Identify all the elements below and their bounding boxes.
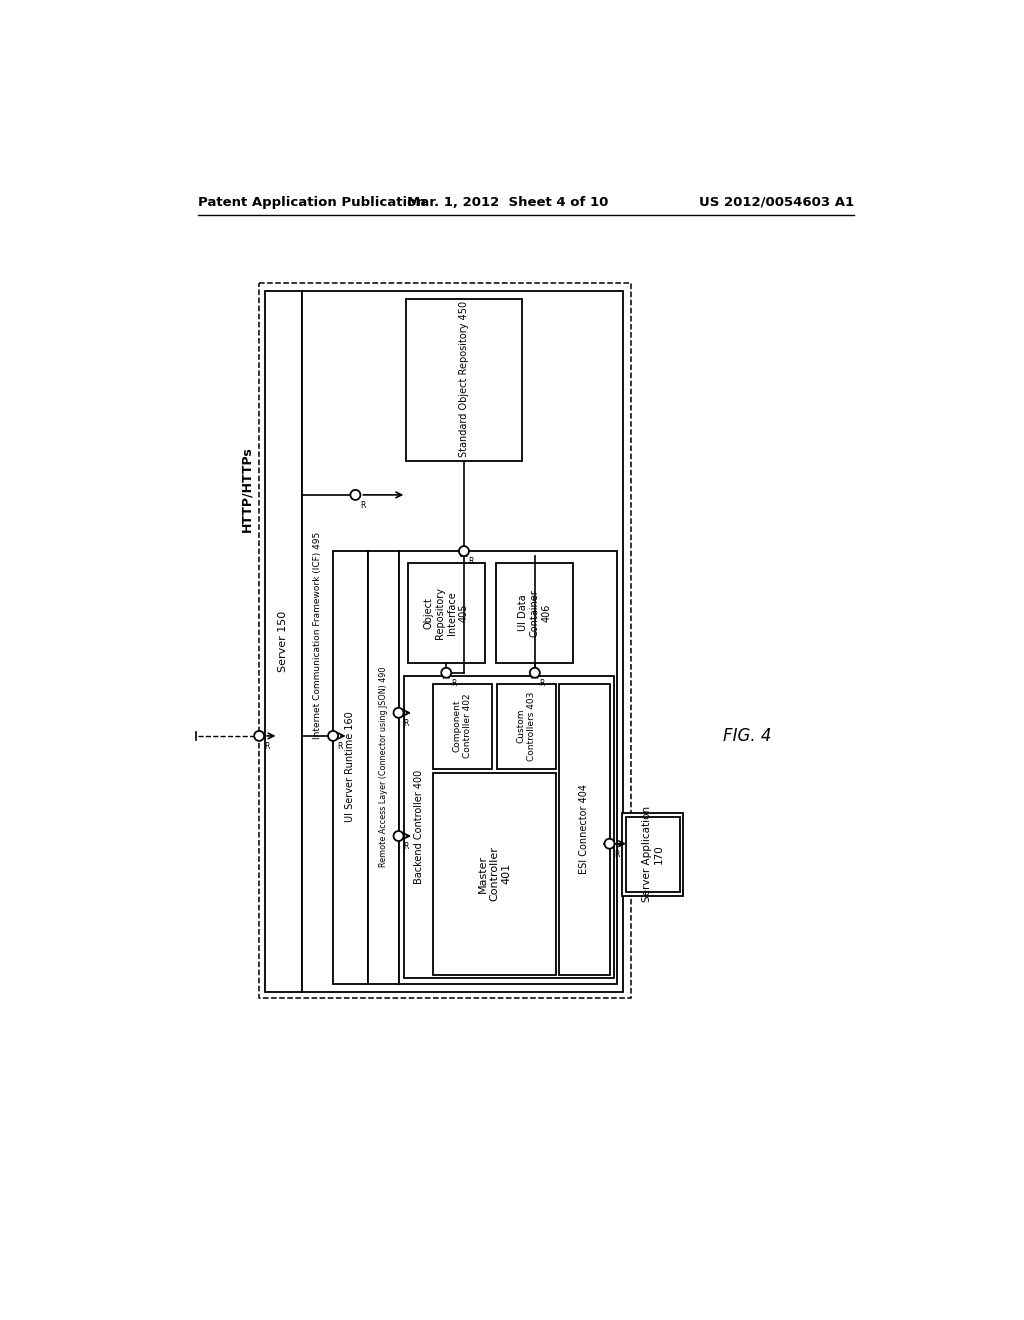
Text: Custom
Controllers 403: Custom Controllers 403 [517,692,536,760]
Bar [368,552,398,983]
Circle shape [328,731,338,741]
Circle shape [529,668,540,677]
Bar [407,298,521,461]
Bar [398,552,617,983]
Text: Patent Application Publication: Patent Application Publication [199,195,426,209]
Bar [433,684,493,770]
Bar [333,552,368,983]
Text: R: R [360,502,366,510]
Bar [265,290,301,991]
Text: R: R [264,742,269,751]
Text: US 2012/0054603 A1: US 2012/0054603 A1 [699,195,854,209]
Bar [301,290,624,991]
Text: R: R [451,678,457,688]
Text: Mar. 1, 2012  Sheet 4 of 10: Mar. 1, 2012 Sheet 4 of 10 [408,195,608,209]
Circle shape [393,708,403,718]
Circle shape [441,668,452,677]
Text: Remote Access Layer (Connector using JSON) 490: Remote Access Layer (Connector using JSO… [379,667,388,867]
Text: R: R [540,678,545,688]
Text: Backend Controller 400: Backend Controller 400 [415,770,424,884]
Text: HTTP/HTTPs: HTTP/HTTPs [241,446,254,532]
Text: Master
Controller
401: Master Controller 401 [478,846,511,902]
Bar [403,676,614,978]
Text: Object
Repository
Interface
405: Object Repository Interface 405 [424,586,469,639]
Text: R: R [403,719,409,727]
Bar [626,817,680,892]
Bar [559,684,609,974]
Text: Standard Object Repository 450: Standard Object Repository 450 [459,301,469,458]
Text: Server 150: Server 150 [279,611,288,672]
Circle shape [393,832,403,841]
Bar [259,284,631,998]
Bar [408,562,484,663]
Bar [497,684,556,770]
Text: UI Data
Container
406: UI Data Container 406 [518,589,551,636]
Circle shape [604,838,614,849]
Text: R: R [403,842,409,851]
Bar [622,813,683,896]
Text: ESI Connector 404: ESI Connector 404 [580,784,589,874]
Text: Server Application
170: Server Application 170 [642,805,664,902]
Bar [497,562,573,663]
Text: FIG. 4: FIG. 4 [724,727,772,744]
Bar [433,774,556,974]
Circle shape [350,490,360,500]
Text: Internet Communication Framework (ICF) 495: Internet Communication Framework (ICF) 4… [313,532,323,739]
Circle shape [254,731,264,741]
Text: R: R [468,557,473,566]
Text: Component
Controller 402: Component Controller 402 [453,693,472,758]
Text: UI Server Runtime 160: UI Server Runtime 160 [345,711,355,822]
Text: R: R [614,850,620,859]
Circle shape [459,546,469,556]
Text: R: R [338,742,343,751]
